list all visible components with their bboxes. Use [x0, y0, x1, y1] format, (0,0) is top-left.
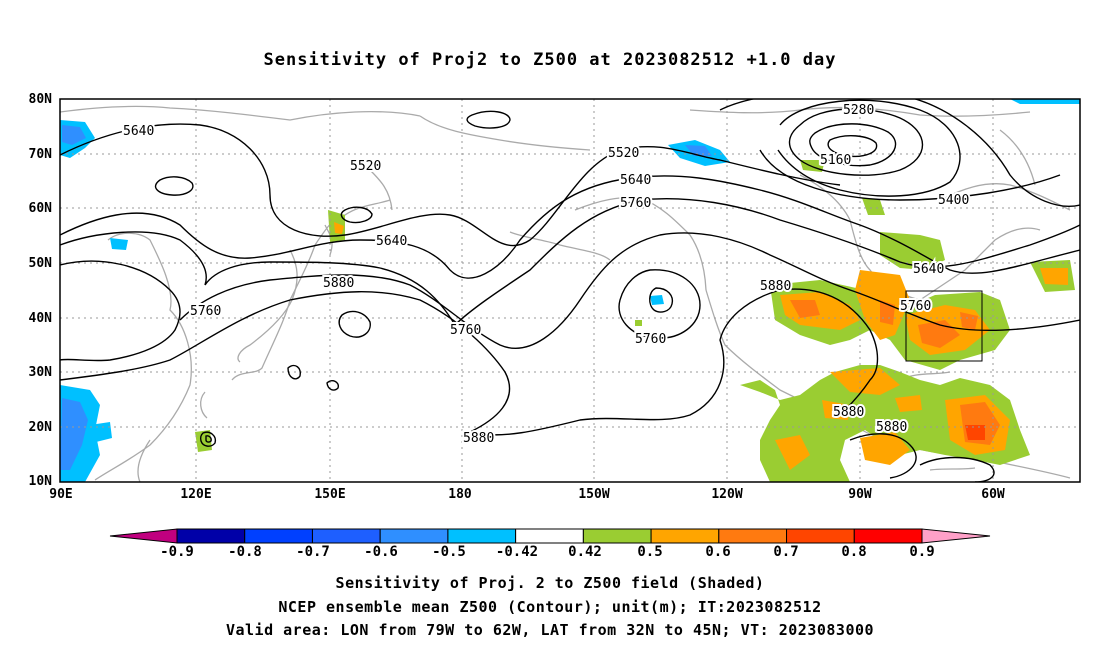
contour-label: 5760	[635, 332, 666, 347]
contour-label: 5640	[620, 173, 651, 188]
graticule	[60, 99, 1080, 482]
lon-label-180: 180	[448, 487, 472, 502]
colorbar-label: -0.5	[432, 544, 466, 560]
contour-label-group: 5640 5520 5640 5880 5760 5760 5880 5520 …	[121, 101, 971, 448]
contour-label: 5760	[450, 323, 481, 338]
lat-label-20n: 20N	[28, 420, 52, 435]
lat-label-10n: 10N	[28, 474, 52, 489]
colorbar-label: 0.8	[841, 544, 867, 560]
lat-label-30n: 30N	[28, 365, 52, 380]
map-panel: 5640 5520 5640 5880 5760 5760 5880 5520 …	[59, 98, 1081, 483]
contour-label: 5880	[760, 279, 791, 294]
contour-label: 5640	[123, 124, 154, 139]
colorbar-cell	[582, 528, 652, 544]
contour-label: 5400	[938, 193, 969, 208]
contour-label: 5760	[900, 299, 931, 314]
colorbar-label: 0.6	[705, 544, 731, 560]
lon-label-120e: 120E	[180, 487, 212, 502]
colorbar-label: -0.9	[160, 544, 194, 560]
contour-label: 5880	[876, 420, 907, 435]
colorbar-cell	[176, 528, 246, 544]
contour-label: 5520	[608, 146, 639, 161]
lon-label-90e: 90E	[49, 487, 73, 502]
valid-area-box	[905, 290, 983, 362]
lon-label-60w: 60W	[981, 487, 1005, 502]
lon-label-90w: 90W	[848, 487, 872, 502]
colorbar-high-triangle	[921, 528, 991, 544]
colorbar-cell	[853, 528, 923, 544]
lon-label-150w: 150W	[578, 487, 610, 502]
colorbar-label: -0.6	[364, 544, 398, 560]
contour-label: 5640	[913, 262, 944, 277]
colorbar-cell	[311, 528, 381, 544]
contour-label: 5880	[323, 276, 354, 291]
colorbar-cell	[515, 528, 584, 544]
lon-label-150e: 150E	[314, 487, 346, 502]
lon-label-120w: 120W	[711, 487, 743, 502]
contour-label: 5640	[376, 234, 407, 249]
colorbar-label: 0.9	[909, 544, 935, 560]
colorbar-low-triangle	[109, 528, 178, 544]
contour-label: 5280	[843, 103, 874, 118]
contour-label: 5880	[833, 405, 864, 420]
colorbar-label: -0.8	[228, 544, 262, 560]
lat-label-60n: 60N	[28, 201, 52, 216]
colorbar-cell	[718, 528, 788, 544]
colorbar-cell	[447, 528, 517, 544]
z500-contours	[60, 99, 1080, 482]
figure-title: Sensitivity of Proj2 to Z500 at 20230825…	[263, 50, 837, 70]
contour-label: 5160	[820, 153, 851, 168]
colorbar	[109, 528, 991, 544]
colorbar-label: 0.5	[637, 544, 663, 560]
map-frame	[59, 98, 1081, 483]
colorbar-label: -0.7	[296, 544, 330, 560]
contour-label: 5880	[463, 431, 494, 446]
lat-label-80n: 80N	[28, 92, 52, 107]
colorbar-cell	[650, 528, 720, 544]
colorbar-label: 0.42	[568, 544, 602, 560]
lat-label-40n: 40N	[28, 311, 52, 326]
colorbar-cell	[786, 528, 855, 544]
lat-label-70n: 70N	[28, 147, 52, 162]
colorbar-cell	[379, 528, 449, 544]
contour-label: 5520	[350, 159, 381, 174]
contour-label: 5760	[620, 196, 651, 211]
colorbar-label: 0.7	[773, 544, 799, 560]
contour-label: 5760	[190, 304, 221, 319]
colorbar-label: -0.42	[495, 544, 539, 560]
colorbar-cell	[244, 528, 313, 544]
lat-label-50n: 50N	[28, 256, 52, 271]
caption-line-1: Sensitivity of Proj. 2 to Z500 field (Sh…	[335, 574, 765, 592]
caption-line-2: NCEP ensemble mean Z500 (Contour); unit(…	[278, 598, 822, 616]
caption-line-3: Valid area: LON from 79W to 62W, LAT fro…	[225, 621, 875, 639]
